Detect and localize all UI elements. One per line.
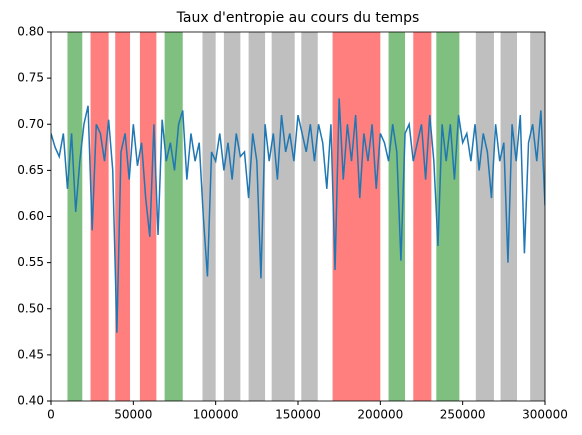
x-tick-label: 250000 (440, 408, 486, 422)
span (248, 32, 266, 401)
y-tick-label: 0.40 (17, 394, 44, 408)
span (90, 32, 109, 401)
span (301, 32, 318, 401)
chart-title: Taux d'entropie au cours du temps (176, 10, 420, 26)
span (530, 32, 545, 401)
y-tick-label: 0.55 (17, 255, 44, 269)
span (271, 32, 295, 401)
span (115, 32, 131, 401)
x-tick-label: 150000 (275, 408, 321, 422)
span (67, 32, 83, 401)
x-tick-label: 300000 (522, 408, 568, 422)
span (436, 32, 460, 401)
x-tick-label: 0 (47, 408, 55, 422)
y-tick-label: 0.60 (17, 209, 44, 223)
y-tick-label: 0.75 (17, 71, 44, 85)
data-line (51, 98, 545, 333)
span (413, 32, 432, 401)
x-tick-label: 50000 (114, 408, 152, 422)
span (332, 32, 381, 401)
span (475, 32, 494, 401)
x-tick-label: 200000 (357, 408, 403, 422)
y-tick-label: 0.45 (17, 347, 44, 361)
y-tick-label: 0.80 (17, 25, 44, 39)
x-tick-label: 100000 (193, 408, 239, 422)
y-tick-label: 0.65 (17, 163, 44, 177)
y-tick-label: 0.70 (17, 117, 44, 131)
span (223, 32, 241, 401)
y-tick-label: 0.50 (17, 301, 44, 315)
span (164, 32, 183, 401)
